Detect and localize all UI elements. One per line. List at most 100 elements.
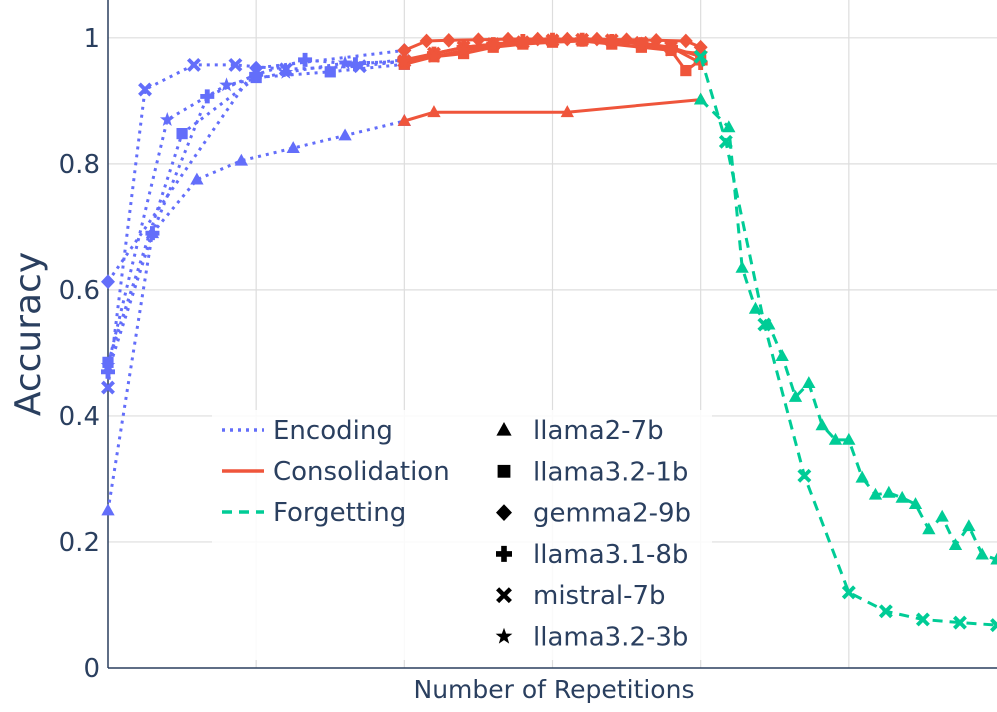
data-point [815,418,829,431]
data-point [693,56,708,71]
data-point [663,42,679,57]
data-point [775,349,789,361]
data-point [935,509,949,522]
data-point [878,604,893,619]
data-point [619,32,634,48]
data-point [574,32,590,47]
data-point [286,141,300,153]
data-point [722,120,736,133]
data-point [427,105,441,118]
data-point [604,33,620,48]
data-point [895,490,909,503]
data-point [990,552,997,565]
x-axis-label: Number of Repetitions [414,675,695,704]
data-point [842,432,856,445]
data-point [234,153,248,166]
data-point [515,34,531,49]
legend: Encoding Consolidation Forgetting llama2-7b… [212,410,712,660]
series-consolidation-llama3-2-3b [397,32,708,68]
y-tick-label: 0.2 [59,528,100,558]
data-point [278,64,294,79]
y-axis-label: Accuracy [8,252,49,416]
data-point [560,105,574,118]
data-point [735,260,749,273]
data-point [952,615,967,630]
data-point [841,585,856,600]
y-tick-label: 0 [83,654,100,684]
series-line [699,98,997,562]
data-point [962,519,976,532]
data-point [882,485,896,498]
data-point [249,67,264,82]
data-point [219,77,234,92]
series-forgetting-llama2-7b [694,92,997,565]
data-point [757,317,772,332]
data-point [145,226,160,241]
series-line [106,60,405,366]
data-point [419,33,434,49]
data-point [868,487,883,500]
data-point [545,33,560,48]
data-point [101,380,115,395]
legend-label-llama3-1-8b: llama3.1-8b [533,540,688,570]
data-point [397,113,411,126]
data-point [485,37,501,52]
legend-marker-star-icon [495,627,513,644]
y-tick-label: 0.8 [59,150,100,180]
data-point [922,522,936,535]
data-point [694,92,708,105]
data-point [501,31,516,47]
data-point [138,82,153,97]
data-point [298,52,313,67]
data-point [693,45,708,60]
data-point [426,49,442,63]
series-forgetting-mistral-7b [693,49,997,633]
data-point [100,357,116,372]
data-point [908,497,923,510]
data-point [797,468,812,483]
data-point [634,36,649,51]
data-point [186,57,201,72]
data-point [228,57,243,72]
data-point [828,432,843,445]
legend-marker-cross-icon [496,545,512,562]
data-point [678,33,693,49]
data-point [748,301,763,314]
series-group [100,31,997,633]
data-point [456,42,471,57]
legend-label-forgetting: Forgetting [273,498,406,528]
data-point [176,128,188,140]
legend-background [212,410,712,660]
data-point [975,547,989,560]
y-tick-labels: 0 0.2 0.4 0.6 0.8 1 [59,24,100,684]
legend-label-encoding: Encoding [273,416,393,446]
data-point [693,49,708,64]
data-point [990,618,997,633]
legend-label-consolidation: Consolidation [273,457,450,487]
data-point [159,112,175,126]
data-point [338,128,352,141]
data-point [397,54,412,68]
legend-marker-diamond-icon [496,504,512,521]
data-point [441,32,456,48]
legend-marker-square-icon [497,464,511,478]
data-point [101,364,115,379]
legend-label-gemma2-9b: gemma2-9b [533,499,691,529]
data-point [718,134,733,149]
data-point [788,390,803,402]
series-encoding-mistral-7b [101,54,412,395]
y-tick-label: 0.6 [59,276,100,306]
y-tick-label: 1 [83,24,100,54]
data-point [397,43,412,58]
legend-marker-x-icon [496,587,512,604]
data-point [915,612,930,627]
data-point [855,470,869,483]
legend-label-llama2-7b: llama2-7b [533,416,664,446]
y-tick-label: 0.4 [59,402,100,432]
data-point [101,274,115,290]
data-point [324,66,336,78]
legend-label-llama3-2-1b: llama3.2-1b [533,457,688,487]
data-point [190,172,204,185]
